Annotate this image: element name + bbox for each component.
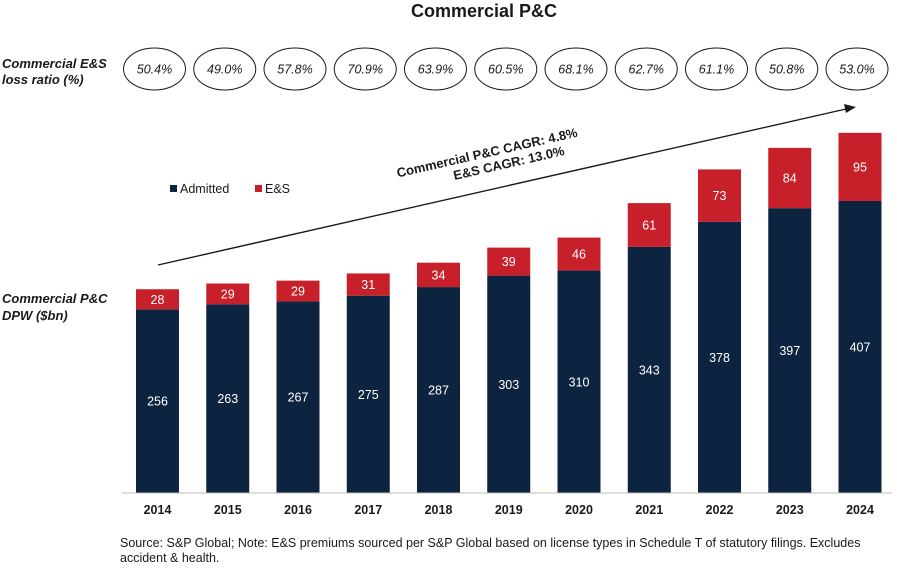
- loss-ratio-value-2024: 53.0%: [839, 63, 874, 77]
- cagr-trend-arrow: [157, 104, 856, 266]
- bar-es-2018: [417, 262, 460, 288]
- bar-admitted-2016: [276, 301, 320, 493]
- bar-admitted-2019: [487, 275, 531, 493]
- x-tick-label-2016: 2016: [284, 503, 312, 517]
- x-tick-label-2023: 2023: [776, 503, 804, 517]
- loss-ratio-value-2019: 60.5%: [488, 63, 523, 77]
- loss-ratio-value-2023: 50.8%: [769, 63, 804, 77]
- bar-es-2020: [557, 237, 601, 271]
- loss-ratio-ellipse-2021: [614, 47, 678, 91]
- y-axis-label: Commercial P&C DPW ($bn): [2, 291, 108, 323]
- loss-ratio-ellipse-2023: [755, 47, 819, 91]
- loss-ratio-label-line-2: loss ratio (%): [2, 72, 84, 87]
- data-label-admitted-2018: 287: [428, 384, 449, 398]
- data-label-es-2023: 84: [783, 172, 797, 186]
- loss-ratio-ellipse-2018: [404, 47, 467, 91]
- x-tick-label-2021: 2021: [635, 503, 663, 517]
- data-label-admitted-2014: 256: [147, 395, 168, 409]
- loss-ratio-ellipse-2019: [474, 47, 538, 91]
- data-label-admitted-2022: 378: [709, 351, 730, 365]
- legend: Admitted E&S: [170, 182, 290, 196]
- bars-group: 256 28 263 29 267 29 275 31 287 34 303 39 310 46 343 61…: [136, 132, 882, 494]
- legend-label-admitted: Admitted: [180, 182, 229, 196]
- loss-ratio-ellipse-2020: [544, 47, 608, 91]
- loss-ratio-ellipse-2016: [263, 47, 327, 91]
- data-label-es-2017: 31: [361, 278, 375, 292]
- loss-ratio-value-2014: 50.4%: [137, 63, 172, 77]
- data-label-admitted-2023: 397: [779, 344, 800, 358]
- data-label-es-2021: 61: [642, 219, 656, 233]
- loss-ratio-value-2015: 49.0%: [207, 63, 242, 77]
- data-label-admitted-2021: 343: [639, 363, 660, 377]
- y-axis-label-line-1: Commercial P&C: [2, 291, 108, 306]
- bar-es-2017: [346, 273, 390, 296]
- loss-ratio-value-2017: 70.9%: [348, 63, 383, 77]
- arrowhead-icon: [844, 104, 856, 113]
- loss-ratio-ellipse-2014: [123, 47, 186, 91]
- data-label-es-2022: 73: [713, 189, 727, 203]
- loss-ratio-ellipse-2022: [685, 47, 748, 91]
- x-tick-label-2024: 2024: [846, 503, 874, 517]
- source-note: Source: S&P Global; Note: E&S premiums s…: [120, 536, 861, 565]
- data-label-admitted-2019: 303: [498, 378, 519, 392]
- cagr-trend-line: [157, 108, 847, 266]
- legend-swatch-admitted: [170, 185, 177, 192]
- data-label-admitted-2020: 310: [569, 375, 590, 389]
- x-tick-label-2015: 2015: [214, 503, 242, 517]
- loss-ratio-row: 50.4% 49.0% 57.8% 70.9% 63.9% 60.5% 68.1% 62.7%…: [123, 47, 889, 91]
- data-label-admitted-2024: 407: [850, 340, 871, 354]
- x-tick-label-2020: 2020: [565, 503, 593, 517]
- data-label-es-2020: 46: [572, 248, 586, 262]
- chart-title: Commercial P&C: [411, 1, 557, 21]
- data-label-admitted-2016: 267: [288, 391, 309, 405]
- data-label-admitted-2017: 275: [358, 388, 379, 402]
- data-label-es-2018: 34: [432, 268, 446, 282]
- bar-admitted-2021: [627, 246, 671, 493]
- x-tick-label-2014: 2014: [144, 503, 172, 517]
- loss-ratio-ellipse-2017: [333, 47, 397, 91]
- bar-es-2023: [768, 147, 812, 209]
- bar-admitted-2022: [698, 221, 741, 493]
- bar-admitted-2017: [346, 295, 390, 493]
- loss-ratio-row-label: Commercial E&S loss ratio (%): [2, 56, 107, 87]
- cagr-annotation: Commercial P&C CAGR: 4.8% E&S CAGR: 13.0…: [395, 125, 579, 183]
- bar-es-2014: [136, 289, 179, 310]
- data-label-admitted-2015: 263: [217, 392, 238, 406]
- x-tick-label-2018: 2018: [425, 503, 453, 517]
- bar-es-2024: [838, 132, 882, 201]
- bar-admitted-2023: [768, 208, 812, 493]
- x-axis-tick-labels: 2014 2015 2016 2017 2018 2019 2020 2021 2022 2023…: [144, 503, 874, 517]
- data-label-es-2016: 29: [291, 285, 305, 299]
- bar-admitted-2024: [838, 200, 882, 494]
- x-tick-label-2019: 2019: [495, 503, 523, 517]
- legend-label-es: E&S: [265, 182, 290, 196]
- loss-ratio-value-2016: 57.8%: [277, 63, 312, 77]
- loss-ratio-ellipse-2015: [193, 47, 257, 91]
- bar-es-2015: [206, 283, 250, 305]
- data-label-es-2015: 29: [221, 287, 235, 301]
- legend-swatch-es: [255, 185, 262, 192]
- data-label-es-2024: 95: [853, 160, 867, 174]
- data-label-es-2019: 39: [502, 255, 516, 269]
- bar-admitted-2015: [206, 304, 250, 493]
- bar-admitted-2018: [417, 287, 460, 493]
- bar-es-2021: [627, 203, 671, 247]
- bar-es-2016: [276, 280, 320, 302]
- data-label-es-2014: 28: [151, 293, 165, 307]
- loss-ratio-ellipse-2024: [825, 47, 889, 91]
- bar-es-2022: [698, 169, 741, 222]
- x-tick-label-2017: 2017: [354, 503, 382, 517]
- bar-admitted-2014: [136, 309, 179, 493]
- loss-ratio-value-2021: 62.7%: [629, 63, 664, 77]
- loss-ratio-label-line-1: Commercial E&S: [2, 56, 107, 71]
- loss-ratio-value-2018: 63.9%: [418, 63, 453, 77]
- x-tick-label-2022: 2022: [706, 503, 734, 517]
- bar-admitted-2020: [557, 270, 601, 493]
- bar-es-2019: [487, 247, 531, 276]
- loss-ratio-value-2020: 68.1%: [558, 63, 593, 77]
- y-axis-label-line-2: DPW ($bn): [2, 308, 68, 323]
- loss-ratio-value-2022: 61.1%: [699, 63, 734, 77]
